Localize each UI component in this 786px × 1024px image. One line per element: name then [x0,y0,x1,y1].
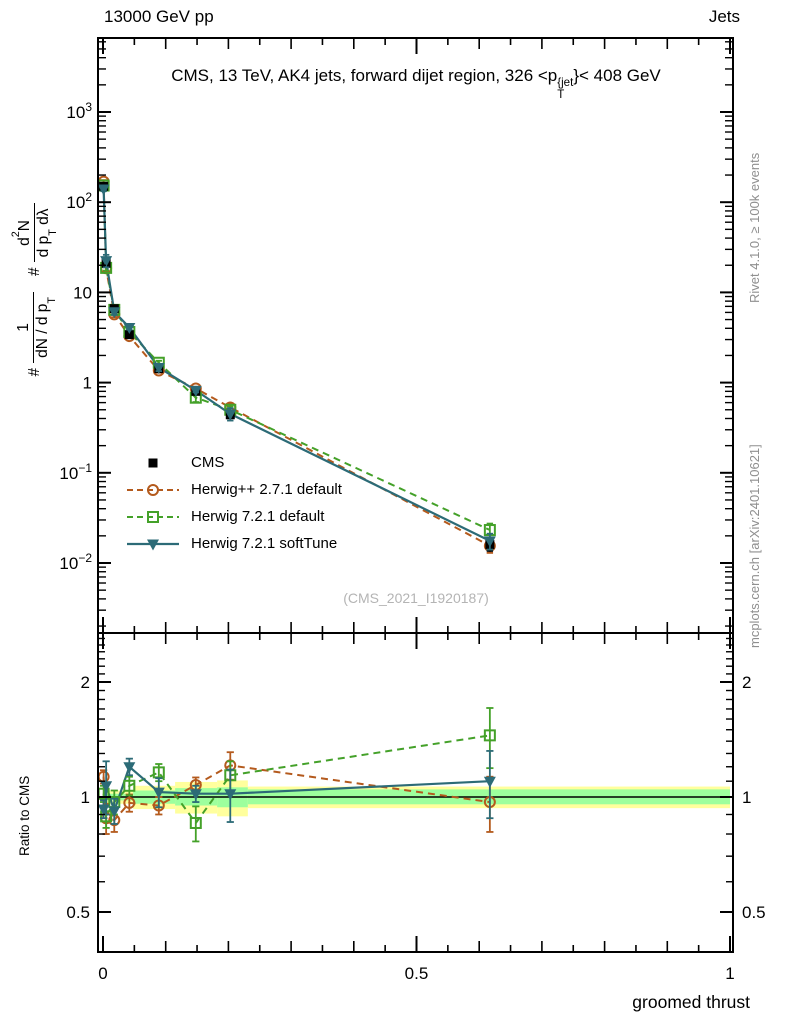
marker-triangle-down [483,536,496,548]
main-panel-series [98,175,496,554]
legend-sample-herwigpp [126,481,180,499]
mcplots-arxiv-caption: mcplots.cern.ch [arXiv:2401.10621] [747,444,762,648]
analysis-id-watermark: (CMS_2021_I1920187) [343,590,489,606]
svg-text:0.5: 0.5 [66,903,90,922]
legend: CMS Herwig++ 2.7.1 default Herwig 7.2.1 de… [126,449,342,557]
plot-title: CMS, 13 TeV, AK4 jets, forward dijet reg… [171,66,661,101]
svg-text:0.5: 0.5 [742,903,766,922]
marker-triangle-down [98,184,110,196]
svg-text:0: 0 [98,964,107,983]
marker-square-open [147,510,159,523]
marker-triangle-down [224,789,237,801]
marker-triangle-down [152,787,165,799]
marker-square-open [483,729,496,742]
ratio-panel-series [98,707,496,843]
legend-label-h7soft: Herwig 7.2.1 softTune [191,535,338,552]
legend-label-h7def: Herwig 7.2.1 default [191,508,325,525]
beam-energy-label: 13000 GeV pp [104,7,214,26]
svg-text:10−2: 10−2 [59,551,92,573]
legend-item-h7def: Herwig 7.2.1 default [126,503,342,530]
legend-item-h7soft: Herwig 7.2.1 softTune [126,530,342,557]
svg-text:1: 1 [81,788,90,807]
x-axis-label: groomed thrust [632,992,750,1012]
series-line-herwigpp [102,764,491,822]
legend-item-cms: CMS [126,449,342,476]
marker-triangle-down [108,806,121,818]
marker-triangle-down [483,776,496,788]
analysis-group-label: Jets [708,7,740,26]
marker-square-open [189,816,202,829]
legend-sample-h7soft [126,535,180,553]
rivet-version-caption: Rivet 4.1.0, ≥ 100k events [747,152,762,303]
marker-triangle-down [100,256,113,268]
marker-circle-open [123,796,136,809]
marker-triangle-down [152,363,165,375]
ratio-y-axis-label: Ratio to CMS [17,775,32,856]
legend-sample-cms [126,454,180,472]
svg-text:1: 1 [725,964,734,983]
legend-label-herwigpp: Herwig++ 2.7.1 default [191,481,342,498]
legend-label-cms: CMS [191,454,225,471]
svg-text:0.5: 0.5 [405,964,429,983]
legend-sample-h7def [126,508,180,526]
marker-triangle-down [189,789,202,801]
marker-triangle-down [224,409,237,421]
svg-text:1: 1 [742,788,751,807]
number-sign: # [26,367,43,377]
main-y-axis-label: #1 dN / d pT # d2N d pT dλ [6,50,64,530]
marker-square-filled [124,330,134,340]
marker-triangle-down [123,323,136,335]
marker-square-filled [148,458,158,467]
marker-triangle-down [100,781,113,793]
svg-text:1: 1 [83,374,92,393]
marker-triangle-down [189,385,202,397]
series-line-h7soft [102,764,490,815]
svg-text:103: 103 [66,100,92,122]
svg-text:102: 102 [66,190,92,212]
axis-ticks [98,38,733,952]
svg-text:10: 10 [73,283,92,302]
marker-circle-open [147,483,159,496]
marker-triangle-down [123,762,136,774]
svg-text:2: 2 [742,673,751,692]
marker-triangle-down [147,539,159,550]
number-sign: # [26,267,43,276]
marker-triangle-down [108,307,121,319]
svg-text:10−1: 10−1 [59,461,92,483]
svg-text:2: 2 [81,673,90,692]
legend-item-herwigpp: Herwig++ 2.7.1 default [126,476,342,503]
marker-square-open [123,779,136,792]
